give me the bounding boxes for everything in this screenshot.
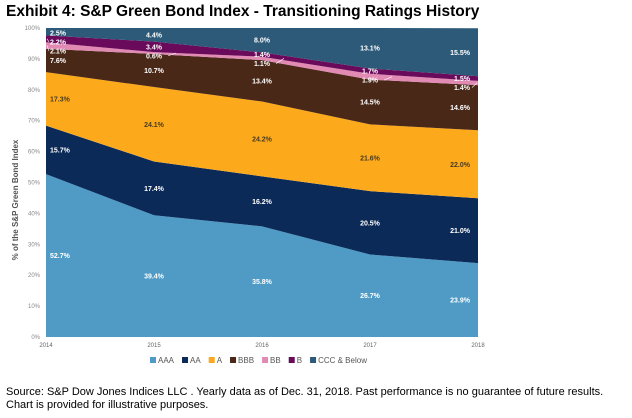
legend-label: AA <box>190 356 201 365</box>
y-tick-label: 70% <box>28 119 41 125</box>
data-label: 8.0% <box>254 38 271 45</box>
y-axis-title: % of the S&P Green Bond Index <box>11 139 20 260</box>
legend-swatch <box>310 357 317 363</box>
area-ccc-below <box>46 28 478 77</box>
data-label: 14.6% <box>450 105 471 112</box>
area-aaa <box>46 174 478 337</box>
data-label: 17.4% <box>144 186 165 193</box>
y-tick-label: 90% <box>28 57 41 63</box>
y-tick-label: 80% <box>28 88 41 94</box>
legend-swatch <box>182 357 189 363</box>
label-leader-line <box>471 82 478 88</box>
x-tick-label: 2017 <box>363 343 377 349</box>
data-label: 22.0% <box>450 162 471 169</box>
data-label: 4.4% <box>146 32 163 39</box>
y-tick-label: 0% <box>31 335 40 341</box>
data-label: 23.9% <box>450 298 471 305</box>
data-label: 1.4% <box>254 52 271 59</box>
label-leader-line <box>383 76 393 81</box>
data-label: 20.5% <box>360 220 381 227</box>
data-label: 3.4% <box>146 44 163 51</box>
y-tick-label: 10% <box>28 304 41 310</box>
legend-swatch <box>262 357 269 363</box>
legend-swatch <box>150 357 156 363</box>
data-label: 7.6% <box>50 58 67 65</box>
source-footnote: Source: S&P Dow Jones Indices LLC . Year… <box>6 386 604 411</box>
label-leader-line <box>46 38 50 43</box>
data-label: 35.8% <box>252 279 273 286</box>
data-label: 1.9% <box>362 78 379 85</box>
x-tick-label: 2018 <box>471 343 485 349</box>
legend-label: BBB <box>238 356 254 365</box>
data-label: 24.1% <box>144 122 165 129</box>
area-bb <box>46 42 478 86</box>
data-label: 52.7% <box>50 253 71 260</box>
data-label: 39.4% <box>144 274 165 281</box>
data-label: 15.7% <box>50 147 71 154</box>
area-b <box>46 35 478 81</box>
data-label: 26.7% <box>360 293 381 300</box>
chart-title: Exhibit 4: S&P Green Bond Index - Transi… <box>6 3 480 20</box>
y-tick-label: 20% <box>28 273 41 279</box>
area-a <box>46 72 478 199</box>
area-bbb <box>46 48 478 131</box>
x-tick-label: 2014 <box>39 343 53 349</box>
y-tick-label: 30% <box>28 242 41 248</box>
label-leader-line <box>275 58 285 64</box>
data-label: 13.1% <box>360 46 381 53</box>
data-label: 17.3% <box>50 96 71 103</box>
data-label: 1.4% <box>454 85 471 92</box>
x-tick-label: 2016 <box>255 343 269 349</box>
data-label: 13.4% <box>252 78 273 85</box>
legend-label: AAA <box>158 356 175 365</box>
data-label: 0.6% <box>146 53 163 60</box>
data-label: 2.2% <box>50 40 67 47</box>
data-label: 1.5% <box>454 76 471 83</box>
y-tick-label: 60% <box>28 150 41 156</box>
legend-label: B <box>297 356 302 365</box>
stacked-area-chart: % of the S&P Green Bond Index 0% 10% 20% 30… <box>11 26 485 365</box>
legend-label: CCC & Below <box>318 356 367 365</box>
label-leader-line <box>167 52 177 57</box>
legend-label: A <box>217 356 223 365</box>
data-label: 1.1% <box>254 61 271 68</box>
legend-label: BB <box>270 356 281 365</box>
legend-swatch <box>208 357 215 363</box>
data-label: 16.2% <box>252 199 273 206</box>
data-label: 14.5% <box>360 100 381 107</box>
legend-swatch <box>288 357 295 363</box>
data-label: 24.2% <box>252 136 273 143</box>
y-tick-label: 50% <box>28 181 41 187</box>
y-tick-label: 40% <box>28 211 41 217</box>
label-leader-line <box>46 45 50 52</box>
legend-swatch <box>230 357 237 363</box>
data-label: 1.7% <box>362 69 379 76</box>
data-label: 2.1% <box>50 49 67 56</box>
data-label: 2.5% <box>50 31 67 38</box>
data-label: 10.7% <box>144 68 165 75</box>
area-aa <box>46 125 478 264</box>
data-label: 21.0% <box>450 228 471 235</box>
data-label: 21.6% <box>360 155 381 162</box>
data-label: 15.5% <box>450 50 471 57</box>
x-tick-label: 2015 <box>147 343 161 349</box>
y-tick-label: 100% <box>25 26 41 32</box>
